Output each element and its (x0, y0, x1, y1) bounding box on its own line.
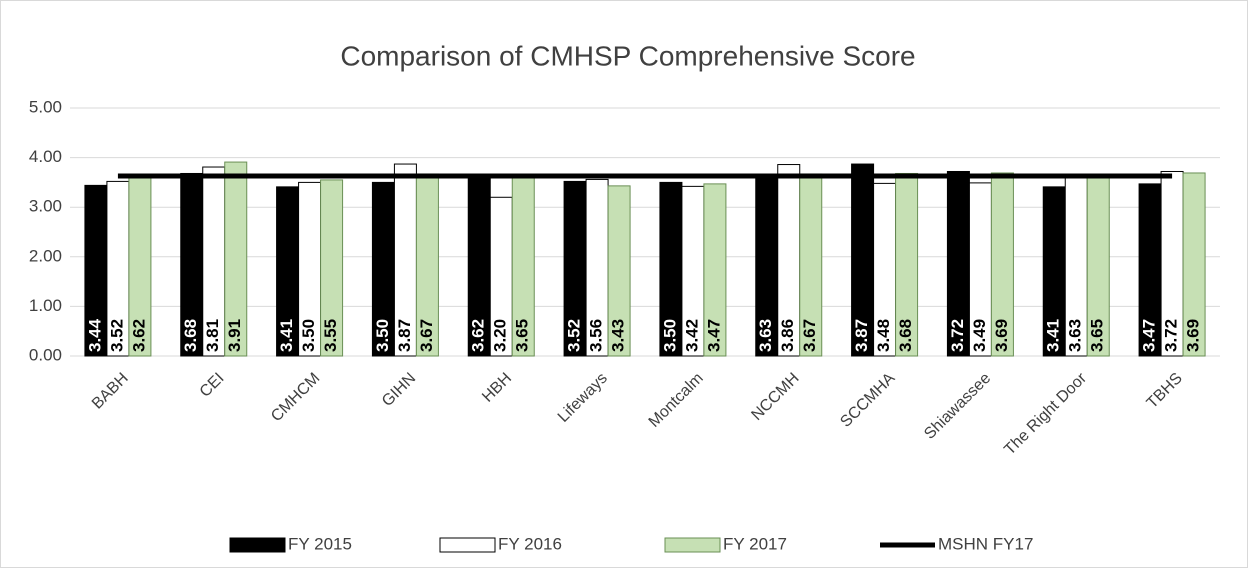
legend-label: FY 2016 (498, 534, 562, 553)
value-label: 3.44 (85, 318, 104, 352)
value-label: 3.62 (129, 319, 148, 352)
y-tick-label: 0.00 (29, 345, 62, 364)
value-label: 3.86 (778, 319, 797, 352)
value-label: 3.42 (682, 319, 701, 352)
value-label: 3.41 (277, 319, 296, 352)
value-label: 3.52 (107, 319, 126, 352)
value-label: 3.50 (299, 319, 318, 352)
value-label: 3.68 (181, 319, 200, 352)
bar (1182, 172, 1206, 357)
legend-label: MSHN FY17 (938, 534, 1033, 553)
value-label: 3.43 (609, 319, 628, 352)
value-label: 3.81 (203, 319, 222, 352)
value-label: 3.63 (1066, 319, 1085, 352)
y-tick-label: 1.00 (29, 296, 62, 315)
value-label: 3.68 (896, 319, 915, 352)
value-label: 3.48 (874, 319, 893, 352)
value-label: 3.72 (1162, 319, 1181, 352)
legend-label: FY 2015 (288, 534, 352, 553)
y-tick-label: 3.00 (29, 197, 62, 216)
legend-swatch (439, 537, 496, 553)
value-label: 3.49 (970, 319, 989, 352)
legend-swatch (664, 537, 721, 553)
bar (224, 161, 248, 357)
bar (320, 179, 344, 357)
value-label: 3.47 (1140, 319, 1159, 352)
legend-swatch (229, 537, 286, 553)
value-label: 3.69 (1184, 319, 1203, 352)
bar (607, 185, 631, 357)
value-label: 3.87 (852, 319, 871, 352)
value-label: 3.62 (469, 319, 488, 352)
value-label: 3.67 (800, 319, 819, 352)
value-label: 3.20 (491, 319, 510, 352)
value-label: 3.50 (373, 319, 392, 352)
value-label: 3.63 (756, 319, 775, 352)
value-label: 3.65 (1088, 319, 1107, 352)
legend-label: FY 2017 (723, 534, 787, 553)
value-label: 3.50 (660, 319, 679, 352)
y-tick-label: 5.00 (29, 97, 62, 116)
value-label: 3.65 (513, 319, 532, 352)
value-label: 3.69 (992, 319, 1011, 352)
value-label: 3.91 (225, 319, 244, 352)
value-label: 3.47 (704, 319, 723, 352)
value-label: 3.55 (321, 319, 340, 352)
bar (703, 183, 727, 357)
value-label: 3.67 (417, 319, 436, 352)
chart-title: Comparison of CMHSP Comprehensive Score (340, 40, 915, 71)
bar (990, 172, 1014, 357)
value-label: 3.72 (948, 319, 967, 352)
y-tick-label: 4.00 (29, 147, 62, 166)
value-label: 3.87 (395, 319, 414, 352)
value-label: 3.41 (1044, 319, 1063, 352)
value-label: 3.56 (587, 319, 606, 352)
y-tick-label: 2.00 (29, 246, 62, 265)
value-label: 3.52 (565, 319, 584, 352)
